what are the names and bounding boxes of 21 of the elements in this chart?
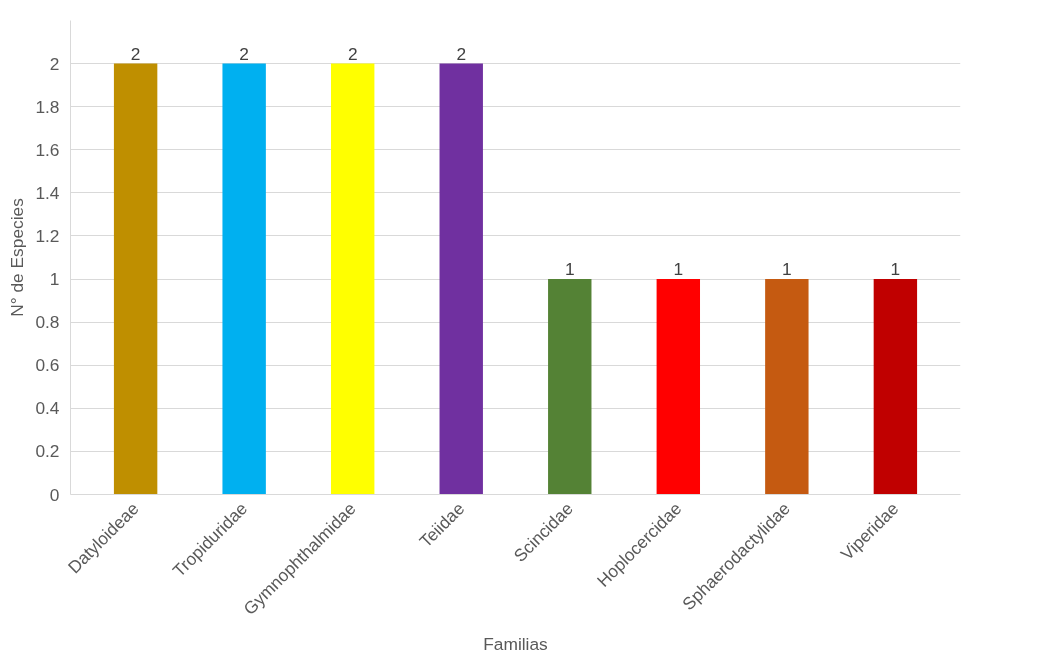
- data-label: 1: [890, 259, 901, 280]
- x-axis-title: Familias: [483, 633, 549, 654]
- y-tick-label: 1.8: [35, 96, 60, 117]
- data-label: 2: [347, 43, 358, 64]
- y-tick-label: 1: [49, 269, 60, 290]
- data-label: 1: [673, 259, 684, 280]
- y-tick-label: 0.2: [35, 441, 60, 462]
- data-label: 2: [130, 43, 141, 64]
- data-label: 2: [239, 43, 249, 64]
- y-tick-label: 0: [49, 484, 60, 505]
- y-axis-title: N° de Especies: [7, 197, 28, 317]
- y-tick-label: 1.2: [35, 225, 60, 246]
- y-tick-label: 2: [49, 53, 60, 74]
- y-tick-label: 0.6: [35, 355, 60, 376]
- y-tick-label: 0.8: [35, 312, 60, 333]
- data-label: 1: [782, 259, 792, 280]
- data-label: 1: [564, 259, 575, 280]
- y-tick-label: 1.4: [35, 182, 60, 203]
- y-tick-label: 1.6: [35, 139, 60, 160]
- y-tick-label: 0.4: [35, 398, 60, 419]
- data-label: 2: [456, 43, 467, 64]
